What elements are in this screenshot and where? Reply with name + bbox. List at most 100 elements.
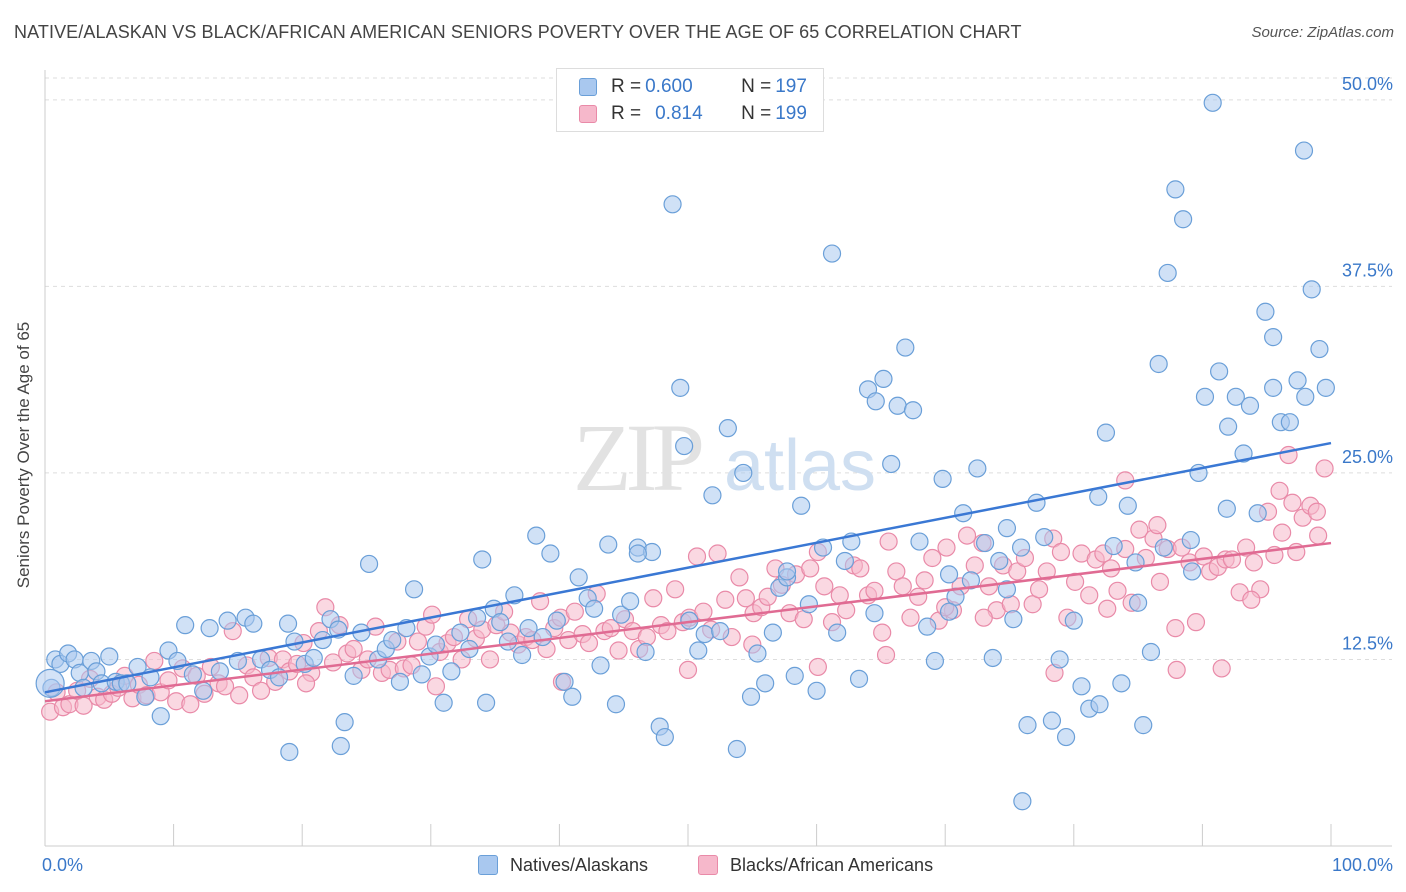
black-point — [480, 650, 500, 669]
native-point — [822, 244, 842, 263]
black-point — [730, 568, 749, 587]
native-point — [280, 742, 299, 762]
black-legend-swatch-icon — [698, 855, 718, 875]
native-point — [1264, 328, 1283, 347]
black-point — [937, 538, 956, 557]
native-point — [763, 623, 782, 642]
black-point — [1315, 459, 1334, 478]
native-point — [896, 338, 915, 357]
native-point — [939, 565, 959, 584]
legend-row-black: R = 0.814 N = 199 — [579, 102, 807, 126]
native-point — [1296, 387, 1315, 406]
native-point — [636, 642, 655, 662]
native-point — [711, 622, 730, 641]
black-point — [1307, 502, 1326, 521]
native-point — [785, 666, 804, 685]
native-point — [194, 681, 213, 700]
native-point — [1158, 263, 1177, 283]
native-point — [718, 419, 737, 438]
bottom-legend-black-label: Blacks/African Americans — [730, 854, 934, 875]
native-point — [1018, 716, 1037, 735]
x-tick-label: 100.0% — [1332, 855, 1393, 875]
native-point — [910, 532, 929, 551]
native-point — [1302, 280, 1321, 299]
native-point — [903, 401, 923, 420]
native-point — [1118, 496, 1137, 515]
native-point — [756, 674, 775, 693]
native-point — [426, 635, 446, 654]
native-point — [176, 616, 195, 635]
black-point — [1273, 523, 1292, 542]
y-tick-label: 50.0% — [1342, 74, 1393, 94]
native-point — [968, 459, 987, 478]
black-point — [145, 651, 164, 671]
native-point — [741, 687, 761, 706]
native-point — [1195, 387, 1215, 406]
y-tick-label: 12.5% — [1342, 633, 1393, 653]
black-point — [609, 641, 628, 660]
native-point — [1027, 493, 1046, 512]
black-point — [915, 571, 934, 590]
native-point — [689, 641, 708, 660]
native-point — [849, 669, 869, 688]
native-point — [925, 651, 945, 671]
native-point — [918, 617, 937, 636]
native-point — [1141, 642, 1161, 662]
black-point — [565, 602, 584, 621]
native-point — [997, 580, 1017, 599]
native-point — [671, 378, 690, 397]
source-label: Source: ZipAtlas.com — [1251, 24, 1394, 41]
native-point — [35, 668, 65, 698]
watermark-zip: ZIP — [573, 404, 702, 511]
native-point — [663, 195, 682, 214]
black-point — [1167, 660, 1186, 680]
native-point — [1226, 387, 1245, 406]
correlation-legend: R = 0.600 N = 197 R = 0.814 N = 199 — [556, 68, 824, 132]
native-point — [498, 632, 518, 651]
native-point — [1203, 93, 1222, 112]
native-point — [1128, 593, 1148, 612]
black-point — [815, 577, 834, 596]
native-point — [777, 562, 797, 581]
native-point — [1174, 210, 1193, 229]
black-point — [1001, 595, 1020, 614]
black-point — [1130, 520, 1149, 539]
black-point — [876, 645, 896, 665]
native-point — [882, 454, 901, 474]
native-point — [799, 595, 818, 614]
black-point — [1242, 590, 1261, 609]
native-point — [467, 608, 487, 627]
watermark: ZIP atlas — [573, 404, 876, 511]
native-point — [304, 648, 323, 668]
black-point — [1037, 562, 1056, 581]
native-point — [865, 604, 884, 623]
black-point — [422, 605, 442, 624]
black-point — [873, 623, 892, 642]
native-point — [888, 396, 907, 415]
native-point — [547, 611, 566, 630]
native-point — [1072, 677, 1091, 696]
black-r-value: 0.814 — [655, 103, 703, 124]
black-point — [181, 695, 200, 714]
native-point — [569, 568, 588, 587]
native-point — [1294, 141, 1314, 160]
black-point — [716, 590, 735, 609]
native-point — [476, 693, 496, 712]
native-point — [585, 599, 604, 618]
y-axis-label: Seniors Poverty Over the Age of 65 — [14, 321, 33, 589]
native-point — [792, 496, 811, 515]
black-point — [708, 544, 727, 563]
bottom-legend-native-label: Natives/Alaskans — [510, 854, 649, 875]
native-point — [727, 739, 746, 759]
native-point — [591, 656, 610, 675]
native-point — [748, 644, 767, 663]
native-point — [939, 602, 959, 621]
native-point — [1248, 504, 1267, 523]
native-point — [1166, 180, 1185, 199]
black-point — [296, 674, 316, 693]
native-point — [621, 592, 640, 611]
native-point — [828, 623, 847, 642]
native-point — [344, 666, 363, 685]
native-point — [612, 605, 631, 624]
